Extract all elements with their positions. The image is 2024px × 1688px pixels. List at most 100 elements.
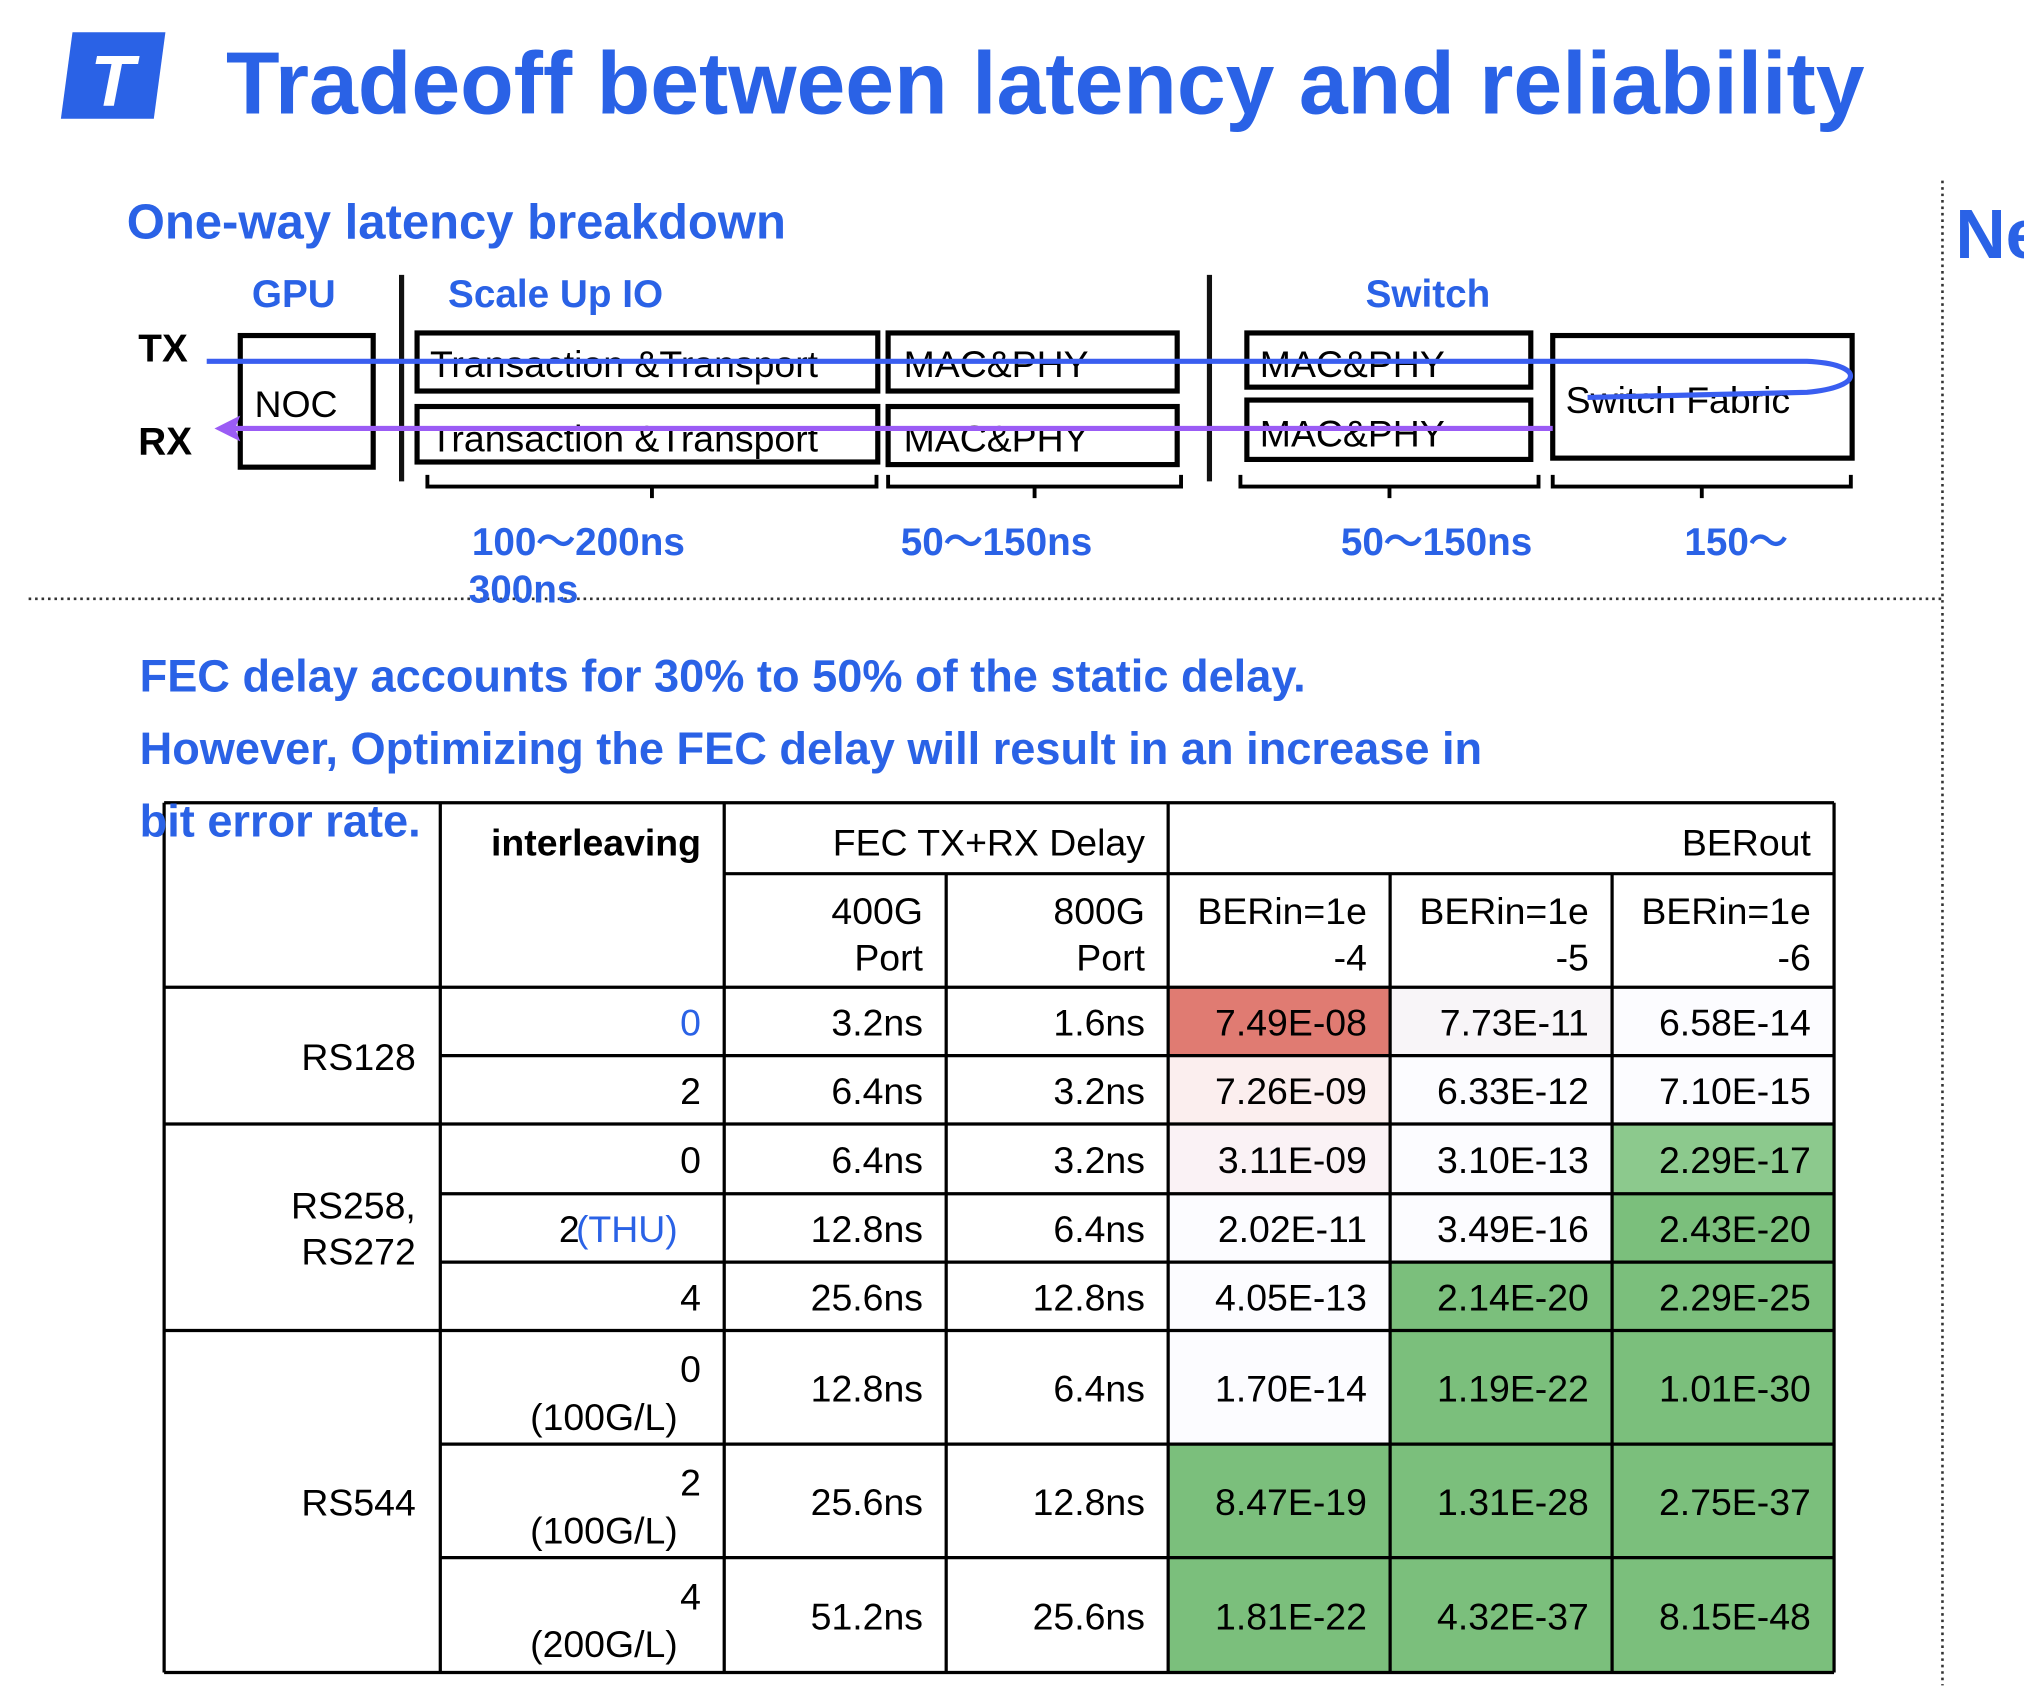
heat-cell [1612,1444,1835,1558]
cell-text: 1.19E-22 [1437,1368,1589,1410]
rx-arrow [214,415,241,442]
box-label: Switch Fabric [1566,379,1791,421]
brace [425,474,879,499]
code-label: RS128 [301,1036,415,1078]
heat-cell [1612,987,1835,1056]
brace [1238,474,1541,499]
cell-text: 2 [680,1070,701,1112]
cell-text: 2 [559,1208,580,1250]
group-label: Scale Up IO [448,273,663,316]
cell-text: 1.31E-28 [1437,1481,1589,1523]
heat-cell [1168,1330,1391,1445]
cell-text: 7.73E-11 [1440,1002,1589,1044]
cell-text: 0 [680,1348,701,1390]
cell-text: 4.32E-37 [1437,1595,1589,1637]
cell-text: 51.2ns [811,1595,923,1637]
cell-text: 12.8ns [1033,1481,1145,1523]
cell-text: 1.01E-30 [1659,1368,1811,1410]
cell-text: 2.14E-20 [1437,1277,1589,1319]
cell-text: 3.2ns [831,1002,923,1044]
column-header: BERin=1e [1197,890,1366,932]
heat-cell [1390,1055,1613,1125]
header: FEC TX+RX Delay [833,822,1145,864]
cell-text: 1.70E-14 [1215,1368,1367,1410]
cell-text: 4.05E-13 [1215,1277,1367,1319]
column-header: 400G [831,890,923,932]
heat-cell [1168,1444,1391,1558]
cell-text: 4 [680,1277,701,1319]
latency: 300ns [469,569,579,612]
table: 0 3.2ns 1.6ns 7.49E-08 7.73E-11 6.58E-14 2 6.4n… [162,801,1836,1675]
cell-text: 6.58E-14 [1659,1002,1811,1044]
heat-cell [1168,1055,1391,1125]
cell-text: 6.4ns [1053,1368,1145,1410]
column-header: -6 [1778,936,1811,978]
cell-text: 3.11E-09 [1218,1139,1367,1181]
side-title: Ne [1955,195,2024,273]
cell-text: 25.6ns [811,1277,923,1319]
cell-text: 12.8ns [1033,1277,1145,1319]
column-header: BERin=1e [1641,890,1810,932]
cell-text: 1.6ns [1053,1002,1145,1044]
header: interleaving [491,822,701,864]
group-label: Switch [1366,273,1491,316]
cell-text: 8.15E-48 [1659,1595,1811,1637]
latency: 50～150ns [1341,521,1532,564]
heat-cell [1612,1055,1835,1125]
box [885,403,1180,468]
cell-text: 2.29E-25 [1659,1277,1811,1319]
column-header: Port [1076,936,1145,978]
cell-text: 4 [680,1575,701,1617]
heat-cell [1390,1557,1613,1673]
heat-cell [1390,987,1613,1056]
cell-text: 7.26E-09 [1215,1070,1367,1112]
code-label: RS544 [301,1482,415,1524]
cell-text: 2.43E-20 [1659,1208,1811,1250]
cell-text: 25.6ns [811,1481,923,1523]
heat-cell [1168,1124,1391,1194]
cell-text: (THU) [576,1208,678,1250]
heat-cell [1612,1557,1835,1673]
column-header: BERin=1e [1419,890,1588,932]
cell-text: 2.75E-37 [1659,1481,1811,1523]
code-label: RS258, [291,1184,416,1226]
heat-cell [1168,987,1391,1056]
logo-letter: T [90,42,140,122]
latency: 100～200ns [472,521,685,564]
latency: 150～ [1684,521,1787,564]
cell-text: 2.29E-17 [1659,1139,1811,1181]
box-label: Transaction &Transport [430,418,819,460]
section-title: One-way latency breakdown [127,196,786,250]
logo [60,32,166,119]
cell-text: 2 [680,1462,701,1504]
code-label: RS272 [301,1231,415,1273]
row-label: TX [138,327,188,370]
heat-cell [1612,1124,1835,1194]
cell-text: 25.6ns [1033,1595,1145,1637]
tx-path [206,358,1854,401]
heat-cell [1168,1193,1391,1263]
cell-text: 6.4ns [831,1070,923,1112]
cell-text: 1.81E-22 [1215,1595,1367,1637]
heat-cell [1168,1262,1391,1331]
heat-cell [1390,1262,1613,1331]
cell-text: 12.8ns [811,1208,923,1250]
heat-cell [1390,1193,1613,1263]
column-header: 800G [1053,890,1145,932]
cell-text: 3.10E-13 [1437,1139,1589,1181]
paragraph-line: FEC delay accounts for 30% to 50% of the… [140,651,1306,702]
cell-text: 0 [680,1002,701,1044]
cell-text: 6.4ns [831,1139,923,1181]
heat-cell [1612,1330,1835,1445]
column-header: -5 [1556,936,1589,978]
box-label: MAC&PHY [904,418,1089,460]
diagram: GPU Scale Up IO Switch TX RX NOC Transaction &… [138,273,1855,612]
heat-cell [1612,1193,1835,1263]
cell-text: 6.4ns [1053,1208,1145,1250]
cell-text: 7.49E-08 [1215,1002,1367,1044]
cell-text: 8.47E-19 [1215,1481,1367,1523]
header: BERout [1682,822,1812,864]
cell-text: 7.10E-15 [1659,1070,1811,1112]
